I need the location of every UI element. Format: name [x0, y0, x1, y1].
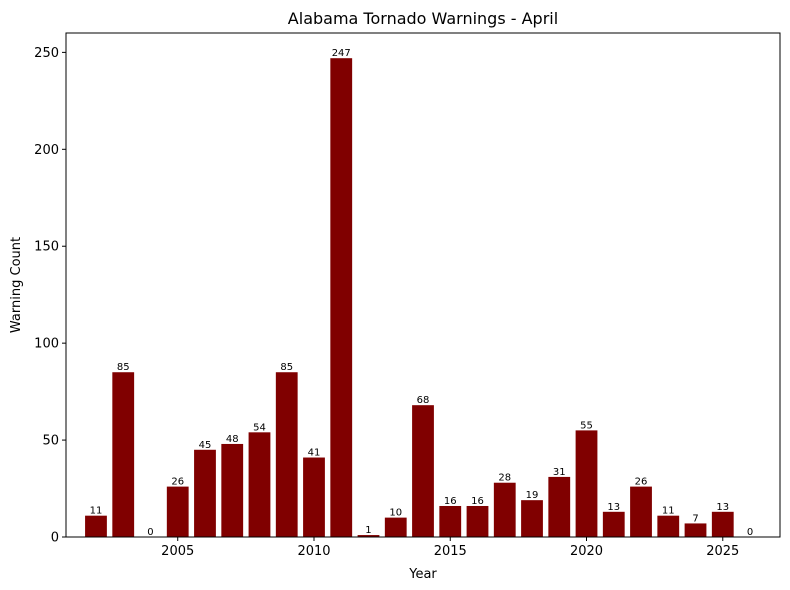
- bar-value-label-2002: 11: [90, 506, 103, 517]
- bar-value-label-2017: 28: [498, 473, 511, 484]
- x-tick-label-2005: 2005: [161, 544, 194, 559]
- y-tick-label-0: 0: [51, 531, 59, 546]
- y-tick-label-100: 100: [34, 337, 59, 352]
- bar-value-label-2011: 247: [332, 48, 351, 59]
- bar-2008: [248, 432, 271, 537]
- bar-value-label-2006: 45: [199, 440, 212, 451]
- bar-2002: [85, 515, 107, 537]
- bar-value-label-2014: 68: [417, 395, 430, 406]
- bar-2019: [548, 476, 571, 537]
- bar-2012: [357, 535, 380, 537]
- bar-2005: [166, 486, 189, 537]
- chart-title: Alabama Tornado Warnings - April: [288, 9, 558, 28]
- bar-value-label-2004: 0: [147, 527, 153, 538]
- bar-value-label-2005: 26: [171, 477, 184, 488]
- bar-value-label-2007: 48: [226, 434, 239, 445]
- x-axis-ticks: 2005 2010 2015 2020 2025: [161, 537, 739, 559]
- bar-2016: [466, 505, 489, 537]
- bar-value-label-2021: 13: [607, 502, 620, 513]
- x-axis-label: Year: [408, 567, 437, 582]
- bar-2025: [711, 511, 734, 537]
- bar-2017: [493, 482, 516, 537]
- bar-value-label-2026: 0: [747, 527, 753, 538]
- x-tick-label-2015: 2015: [434, 544, 467, 559]
- bar-value-label-2019: 31: [553, 467, 566, 478]
- bar-2011: [330, 58, 353, 537]
- bar-2009: [275, 372, 298, 537]
- x-tick-label-2020: 2020: [570, 544, 603, 559]
- bar-2013: [384, 517, 407, 537]
- bar-value-label-2024: 7: [692, 513, 698, 524]
- bar-value-label-2022: 26: [635, 477, 648, 488]
- bar-2020: [575, 430, 598, 537]
- y-tick-label-50: 50: [42, 434, 59, 449]
- bars-group: [85, 58, 734, 537]
- bar-value-label-2013: 10: [389, 508, 402, 519]
- y-axis-ticks: 0 50 100 150 200 250: [34, 46, 66, 546]
- bar-2006: [194, 449, 216, 537]
- bar-2010: [303, 457, 325, 537]
- bar-2018: [521, 500, 543, 537]
- bar-value-label-2023: 11: [662, 506, 675, 517]
- bar-value-label-2009: 85: [280, 362, 293, 373]
- bar-2007: [221, 443, 244, 537]
- bar-value-label-2025: 13: [716, 502, 729, 513]
- bar-2024: [684, 523, 707, 537]
- bar-value-label-2012: 1: [365, 525, 371, 536]
- y-axis-label: Warning Count: [9, 237, 24, 333]
- bar-2021: [602, 511, 625, 537]
- bar-2003: [112, 372, 135, 537]
- bar-value-label-2003: 85: [117, 362, 130, 373]
- x-tick-label-2010: 2010: [297, 544, 330, 559]
- bar-2014: [412, 405, 434, 537]
- bar-value-label-2018: 19: [526, 490, 539, 501]
- bar-value-label-2010: 41: [308, 448, 321, 459]
- bar-value-label-2016: 16: [471, 496, 484, 507]
- x-tick-label-2025: 2025: [706, 544, 739, 559]
- bar-2015: [439, 505, 462, 537]
- y-tick-label-200: 200: [34, 143, 59, 158]
- bar-value-label-2015: 16: [444, 496, 457, 507]
- y-tick-label-150: 150: [34, 240, 59, 255]
- bar-value-label-2008: 54: [253, 422, 266, 433]
- y-tick-label-250: 250: [34, 46, 59, 61]
- bar-value-label-2020: 55: [580, 420, 593, 431]
- bar-2022: [630, 486, 652, 537]
- plot-frame: [65, 32, 781, 538]
- bar-2023: [657, 515, 680, 537]
